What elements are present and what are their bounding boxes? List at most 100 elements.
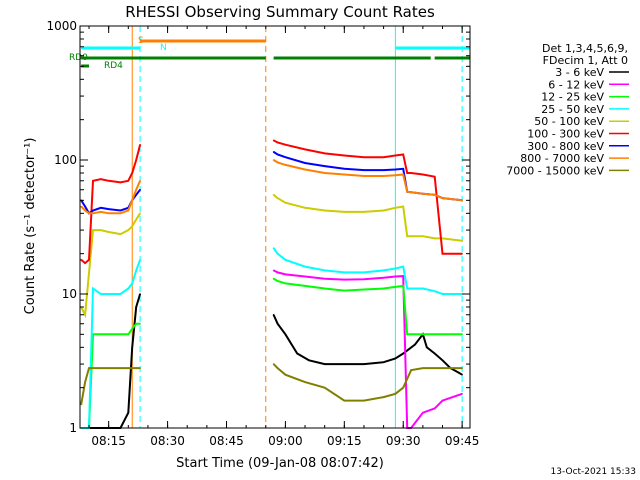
data-point: [406, 190, 409, 193]
data-point: [363, 156, 365, 158]
legend-entry-label: 800 - 7000 keV: [520, 152, 604, 165]
data-point: [363, 288, 365, 291]
data-point: [127, 411, 130, 414]
data-point: [363, 175, 365, 177]
data-point: [433, 367, 436, 369]
timestamp: 13-Oct-2021 15:33: [551, 467, 636, 477]
series-layer: [80, 139, 463, 429]
data-point: [84, 205, 86, 208]
data-point: [135, 306, 137, 308]
data-point: [276, 161, 279, 164]
legend-entry-label: 25 - 50 keV: [541, 103, 604, 116]
data-point: [119, 181, 122, 184]
data-point: [343, 363, 346, 365]
data-point: [304, 265, 306, 268]
legend-entry-label: 300 - 800 keV: [527, 140, 604, 153]
data-point: [323, 209, 326, 212]
data-point: [402, 285, 405, 287]
data-point: [100, 178, 102, 180]
data-point: [394, 286, 397, 288]
data-point: [139, 259, 141, 261]
y-tick-label: 100: [54, 153, 77, 167]
data-point: [100, 293, 102, 295]
data-point: [433, 352, 436, 355]
data-point: [406, 235, 409, 237]
data-point: [363, 278, 365, 281]
data-point: [406, 172, 409, 174]
data-point: [127, 209, 130, 212]
data-point: [461, 252, 463, 255]
data-point: [127, 180, 130, 182]
data-point: [382, 209, 385, 212]
data-point: [394, 207, 397, 209]
data-point: [84, 209, 86, 212]
data-point: [80, 403, 82, 406]
data-point: [119, 233, 122, 235]
data-point: [441, 252, 444, 255]
x-tick-label: 08:30: [150, 434, 185, 448]
data-point: [276, 322, 279, 325]
data-point: [107, 293, 110, 295]
data-point: [139, 367, 141, 369]
data-point: [131, 328, 133, 330]
data-point: [92, 209, 94, 212]
data-point: [107, 180, 110, 182]
data-point: [402, 275, 405, 277]
data-point: [363, 211, 365, 213]
series-100-300-kev: [80, 139, 463, 265]
data-point: [284, 201, 287, 204]
data-point: [272, 363, 275, 365]
data-point: [433, 194, 436, 196]
y-tick-label: 1: [69, 421, 77, 435]
legend-entry-label: 100 - 300 keV: [527, 128, 604, 141]
data-point: [127, 229, 130, 231]
data-point: [127, 367, 130, 369]
data-point: [323, 363, 326, 365]
data-point: [382, 396, 385, 398]
data-point: [107, 231, 110, 233]
data-point: [441, 293, 444, 295]
data-point: [343, 211, 346, 213]
data-point: [394, 168, 397, 171]
plot-frame: [79, 25, 471, 429]
data-point: [272, 314, 275, 316]
y-tick-label: 10: [62, 287, 77, 301]
data-point: [394, 267, 397, 270]
data-point: [461, 333, 463, 336]
data-point: [131, 282, 133, 285]
data-point: [80, 205, 82, 208]
data-point: [382, 361, 385, 364]
data-point: [406, 287, 409, 290]
data-point: [276, 280, 279, 282]
data-point: [323, 386, 326, 389]
legend-entry-label: 3 - 6 keV: [555, 66, 604, 79]
x-tick-label: 09:15: [327, 434, 362, 448]
data-point: [276, 141, 279, 144]
data-point: [304, 168, 306, 171]
y-axis-label: Count Rate (s⁻¹ detector⁻¹): [23, 138, 38, 315]
data-point: [272, 269, 275, 272]
data-point: [382, 156, 385, 158]
data-point: [127, 333, 130, 336]
data-point: [88, 259, 90, 261]
data-point: [304, 275, 306, 278]
series-800-7000-kev: [80, 159, 463, 215]
data-point: [406, 333, 409, 336]
data-point: [382, 269, 385, 272]
data-point: [343, 271, 346, 274]
data-point: [304, 148, 306, 151]
data-point: [276, 197, 279, 199]
data-point: [363, 399, 365, 402]
data-point: [363, 271, 365, 274]
legend-entry-label: 6 - 12 keV: [548, 78, 604, 91]
data-point: [394, 275, 397, 278]
data-point: [111, 367, 114, 369]
data-point: [92, 180, 94, 182]
data-point: [363, 363, 365, 365]
data-point: [402, 352, 405, 355]
data-point: [131, 346, 133, 349]
data-point: [119, 212, 122, 215]
data-point: [92, 229, 94, 231]
data-point: [272, 194, 275, 196]
data-point: [323, 277, 326, 280]
